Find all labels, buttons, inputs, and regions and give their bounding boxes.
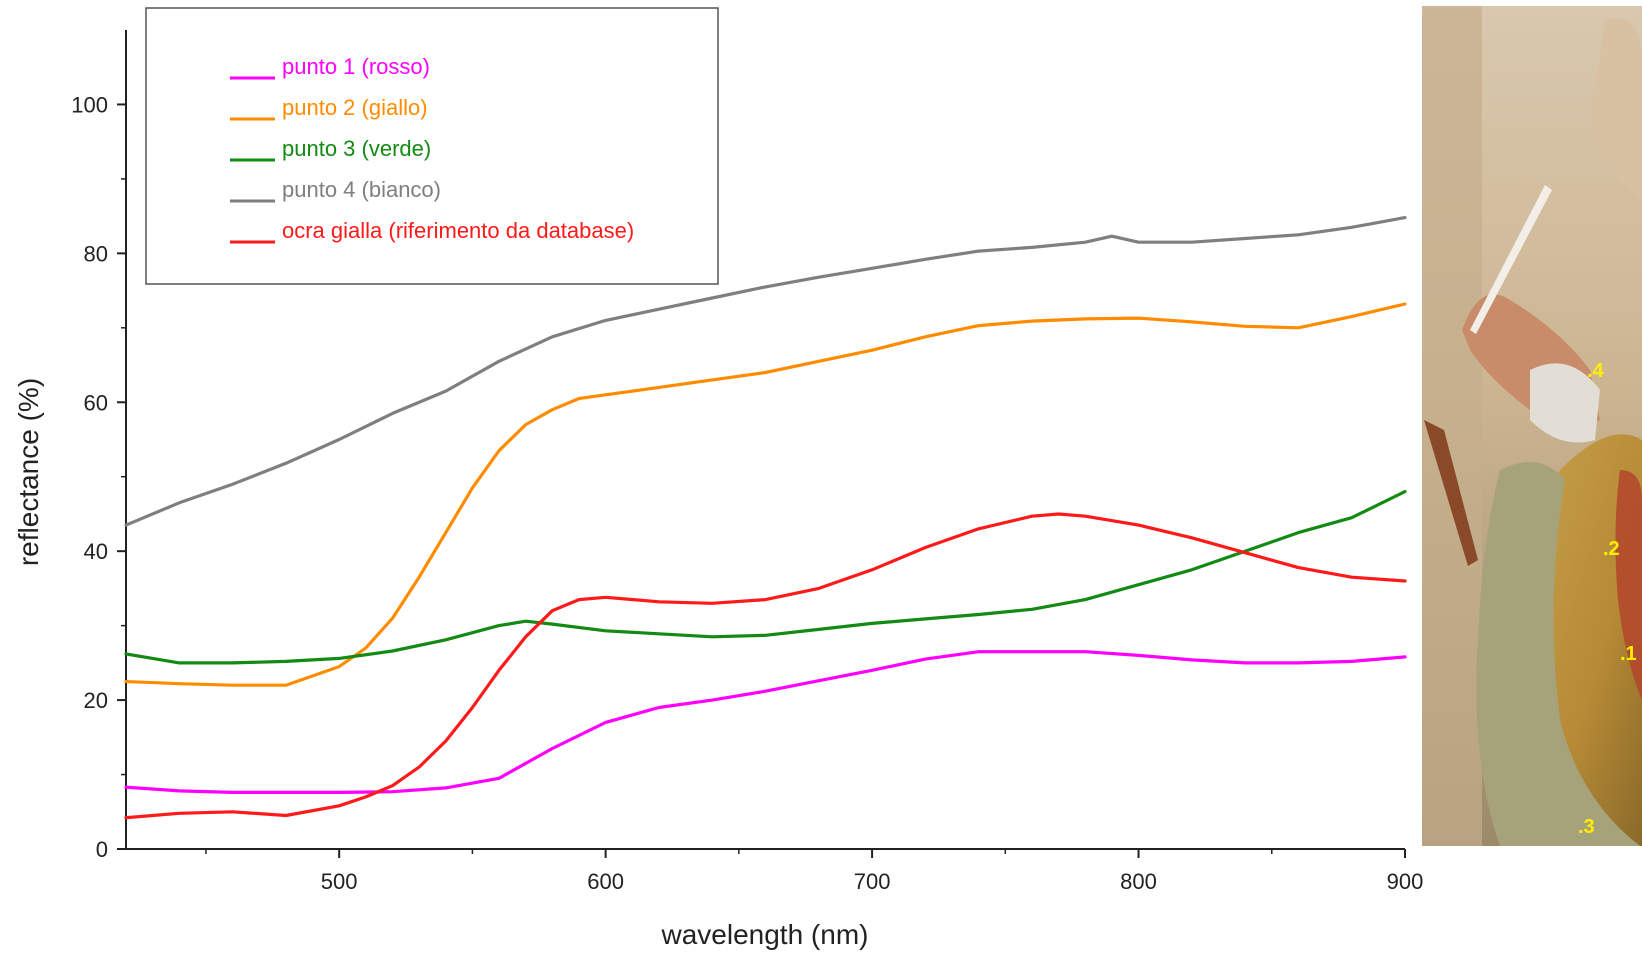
x-tick-label: 700 — [854, 869, 891, 894]
y-tick-label: 60 — [84, 390, 108, 415]
legend: punto 1 (rosso) punto 2 (giallo) punto 3 (… — [145, 7, 719, 285]
photo-staff — [1424, 420, 1478, 566]
chart-axes: 0 20 40 60 80 100 500 600 700 800 900 — [71, 30, 1423, 894]
series-layer — [124, 216, 1407, 820]
y-tick-label: 20 — [84, 688, 108, 713]
x-tick-label: 500 — [321, 869, 358, 894]
photo-point-labels: .4 .2 .1 .3 — [1578, 360, 1637, 838]
photo-quill — [1470, 185, 1552, 334]
photo-point-label-2: .2 — [1603, 538, 1620, 560]
legend-label-4: punto 4 (bianco) — [282, 177, 441, 202]
legend-box — [145, 7, 719, 285]
series-line-2 — [124, 302, 1407, 687]
legend-label-5: ocra gialla (riferimento da database) — [282, 218, 634, 243]
series-line-3 — [124, 490, 1407, 665]
photo-point-label-3: .1 — [1620, 643, 1637, 665]
series-line-4 — [124, 216, 1407, 527]
photo-figure-mantle — [1476, 462, 1640, 846]
photo-robe-border — [1615, 470, 1642, 700]
fresco-photo: .4 .2 .1 .3 — [1422, 6, 1642, 846]
y-tick-label: 40 — [84, 539, 108, 564]
x-tick-label: 800 — [1120, 869, 1157, 894]
x-axis-title: wavelength (nm) — [661, 919, 869, 950]
legend-label-2: punto 2 (giallo) — [282, 95, 428, 120]
legend-label-1: punto 1 (rosso) — [282, 54, 430, 79]
photo-figure-head — [1591, 18, 1642, 201]
photo-figure-sleeve — [1530, 363, 1600, 443]
y-axis-title: reflectance (%) — [13, 378, 44, 566]
series-line-1 — [124, 650, 1407, 794]
photo-point-label-4: .3 — [1578, 816, 1595, 838]
y-tick-label: 80 — [84, 241, 108, 266]
legend-label-3: punto 3 (verde) — [282, 136, 431, 161]
y-tick-label: 100 — [71, 92, 108, 117]
x-tick-label: 900 — [1387, 869, 1424, 894]
series-line-5 — [124, 512, 1407, 820]
y-tick-label: 0 — [96, 837, 108, 862]
x-tick-label: 600 — [587, 869, 624, 894]
photo-point-label-1: .4 — [1587, 360, 1605, 382]
